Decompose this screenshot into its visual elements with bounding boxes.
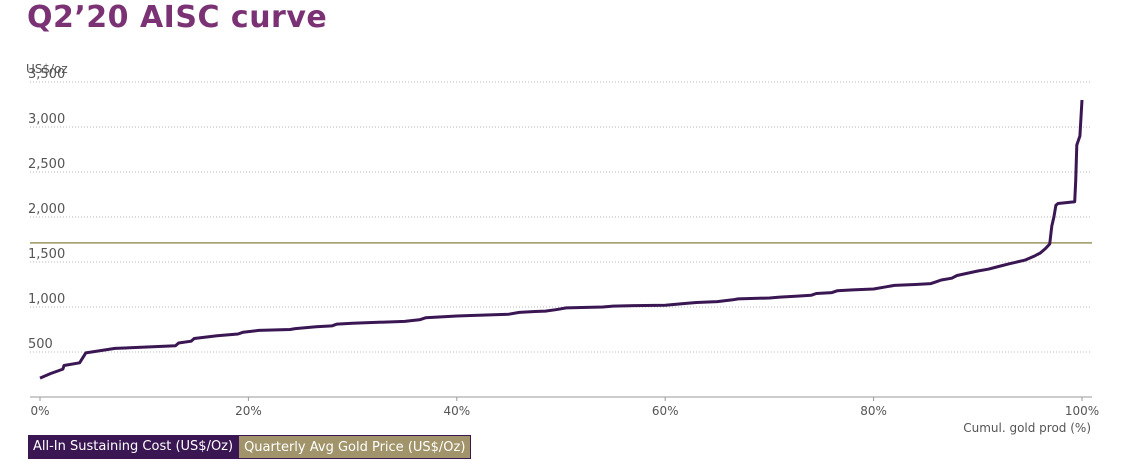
y-tick-label: 3,500 — [28, 67, 65, 82]
x-tick-label: 100% — [1065, 404, 1099, 418]
y-tick-label: 1,000 — [28, 292, 65, 307]
y-tick-labels: 500 1,000 1,500 2,000 2,500 3,000 3,500 — [28, 67, 65, 352]
y-tick-label: 2,500 — [28, 157, 65, 172]
legend-item-aisc: All-In Sustaining Cost (US$/Oz) — [28, 435, 239, 459]
x-tick-label: 40% — [443, 404, 470, 418]
aisc-curve-line — [39, 99, 1084, 380]
x-tick-label: 80% — [860, 404, 887, 418]
y-tick-label: 500 — [28, 337, 53, 352]
chart-legend: All-In Sustaining Cost (US$/Oz) Quarterl… — [28, 435, 472, 459]
y-tick-label: 3,000 — [28, 112, 65, 127]
y-axis-label: US$/oz — [26, 62, 68, 76]
x-tick-labels: 0% 20% 40% 60% 80% 100% — [30, 404, 1099, 418]
grid-lines — [30, 81, 1092, 353]
x-axis-label: Cumul. gold prod (%) — [963, 421, 1091, 435]
x-tick-label: 0% — [30, 404, 49, 418]
y-tick-label: 1,500 — [28, 247, 65, 262]
x-axis — [30, 396, 1092, 401]
x-tick-label: 60% — [652, 404, 679, 418]
y-tick-label: 2,000 — [28, 202, 65, 217]
x-tick-label: 20% — [235, 404, 262, 418]
legend-item-gold-price: Quarterly Avg Gold Price (US$/Oz) — [238, 435, 472, 459]
chart-title: Q2’20 AISC curve — [27, 0, 328, 35]
